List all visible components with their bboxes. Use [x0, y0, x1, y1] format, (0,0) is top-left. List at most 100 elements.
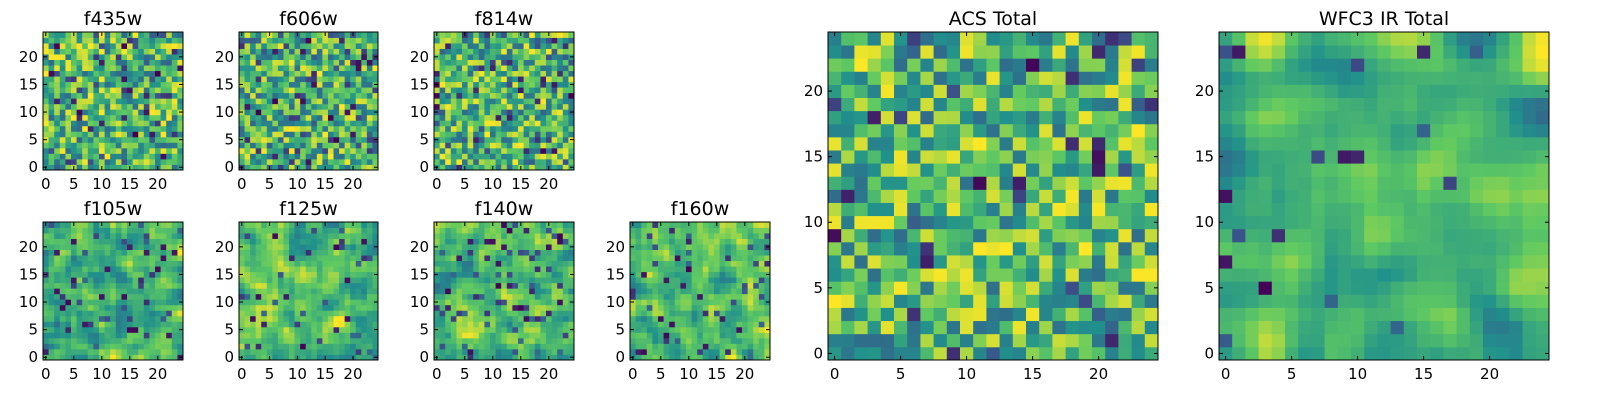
heatmap-cell: [920, 281, 934, 295]
heatmap-cell: [702, 348, 709, 355]
heatmap-cell: [490, 76, 496, 83]
heatmap-cell: [518, 158, 524, 165]
heatmap-cell: [1118, 202, 1132, 217]
heatmap-cell: [138, 142, 145, 149]
heatmap-cell: [132, 326, 139, 333]
heatmap-cell: [322, 348, 329, 355]
heatmap-cell: [495, 277, 502, 284]
heatmap-cell: [277, 153, 284, 160]
heatmap-cell: [261, 70, 268, 77]
heatmap-cell: [59, 109, 66, 116]
heatmap-cell: [344, 354, 351, 361]
heatmap-cell: [551, 310, 558, 317]
heatmap-cell: [355, 321, 362, 328]
heatmap-cell: [311, 343, 318, 350]
heatmap-cell: [339, 222, 346, 228]
heatmap-cell: [635, 315, 642, 322]
heatmap-cell: [473, 37, 480, 44]
heatmap-cell: [467, 310, 474, 317]
heatmap-cell: [65, 326, 72, 333]
heatmap-cell: [250, 114, 257, 121]
heatmap-cell: [43, 282, 49, 289]
heatmap-cell: [462, 131, 468, 138]
axes-frame: [238, 31, 379, 171]
heatmap-cell: [568, 87, 575, 94]
heatmap-cell: [300, 59, 307, 66]
heatmap-cell: [327, 92, 334, 99]
heatmap-cell: [43, 65, 49, 72]
heatmap-cell: [641, 326, 648, 333]
heatmap-cell: [361, 304, 368, 311]
heatmap-cell: [71, 282, 77, 289]
heatmap-cell: [473, 244, 480, 250]
heatmap-cell: [305, 337, 312, 344]
heatmap-cell: [1026, 176, 1040, 190]
heatmap-cell: [104, 136, 111, 143]
heatmap-cell: [495, 343, 502, 350]
heatmap-cell: [99, 271, 105, 278]
heatmap-cell: [456, 87, 463, 94]
heatmap-cell: [250, 222, 257, 228]
heatmap-cell: [171, 136, 178, 143]
heatmap-cell: [523, 332, 530, 339]
heatmap-cell: [551, 277, 558, 284]
heatmap-cell: [76, 59, 83, 66]
heatmap-cell: [127, 288, 133, 295]
heatmap-cell: [311, 310, 318, 317]
heatmap-cell: [1118, 228, 1132, 243]
x-tick-label: 0: [432, 175, 442, 193]
heatmap-cell: [641, 238, 648, 245]
heatmap-cell: [115, 337, 122, 344]
heatmap-cell: [512, 98, 519, 105]
heatmap-cell: [244, 354, 251, 361]
heatmap-cell: [562, 103, 569, 110]
heatmap-cell: [127, 282, 133, 289]
heatmap-cell: [71, 332, 77, 339]
heatmap-cell: [76, 260, 83, 267]
heatmap-cell: [294, 114, 301, 121]
heatmap-cell: [322, 109, 329, 116]
heatmap-cell: [266, 315, 273, 322]
heatmap-cell: [250, 98, 257, 105]
heatmap-cell: [518, 98, 524, 105]
heatmap-cell: [127, 266, 133, 273]
heatmap-cell: [138, 70, 145, 77]
heatmap-cell: [758, 299, 765, 306]
heatmap-cell: [540, 153, 547, 160]
heatmap-cell: [753, 332, 760, 339]
y-tick-label: 0: [419, 158, 429, 176]
heatmap-cell: [127, 131, 133, 138]
heatmap-cell: [462, 76, 468, 83]
heatmap-cell: [372, 103, 379, 110]
heatmap-cell: [300, 288, 307, 295]
heatmap-cell: [361, 227, 368, 234]
heatmap-cell: [272, 153, 279, 160]
heatmap-cell: [473, 109, 480, 116]
heatmap-cell: [82, 260, 89, 267]
heatmap-cell: [523, 271, 530, 278]
heatmap-cell: [462, 114, 468, 121]
heatmap-cell: [76, 136, 83, 143]
heatmap-cell: [59, 48, 66, 55]
heatmap-cell: [841, 320, 855, 335]
heatmap-cell: [999, 346, 1014, 361]
heatmap-cell: [355, 131, 362, 138]
heatmap-cell: [512, 158, 519, 165]
heatmap-cell: [143, 147, 150, 154]
heatmap-cell: [551, 244, 558, 250]
heatmap-cell: [355, 109, 362, 116]
heatmap-cell: [294, 266, 301, 273]
heatmap-cell: [674, 249, 681, 256]
heatmap-cell: [646, 348, 653, 355]
heatmap-cell: [48, 332, 55, 339]
heatmap-cell: [450, 348, 457, 355]
heatmap-cell: [747, 227, 754, 234]
heatmap-cell: [350, 310, 357, 317]
heatmap-cell: [478, 222, 485, 228]
heatmap-cell: [250, 109, 257, 116]
heatmap-cell: [473, 120, 480, 127]
heatmap-cell: [512, 109, 519, 116]
heatmap-cell: [361, 233, 368, 239]
heatmap-cell: [272, 343, 279, 350]
heatmap-cell: [143, 54, 150, 60]
